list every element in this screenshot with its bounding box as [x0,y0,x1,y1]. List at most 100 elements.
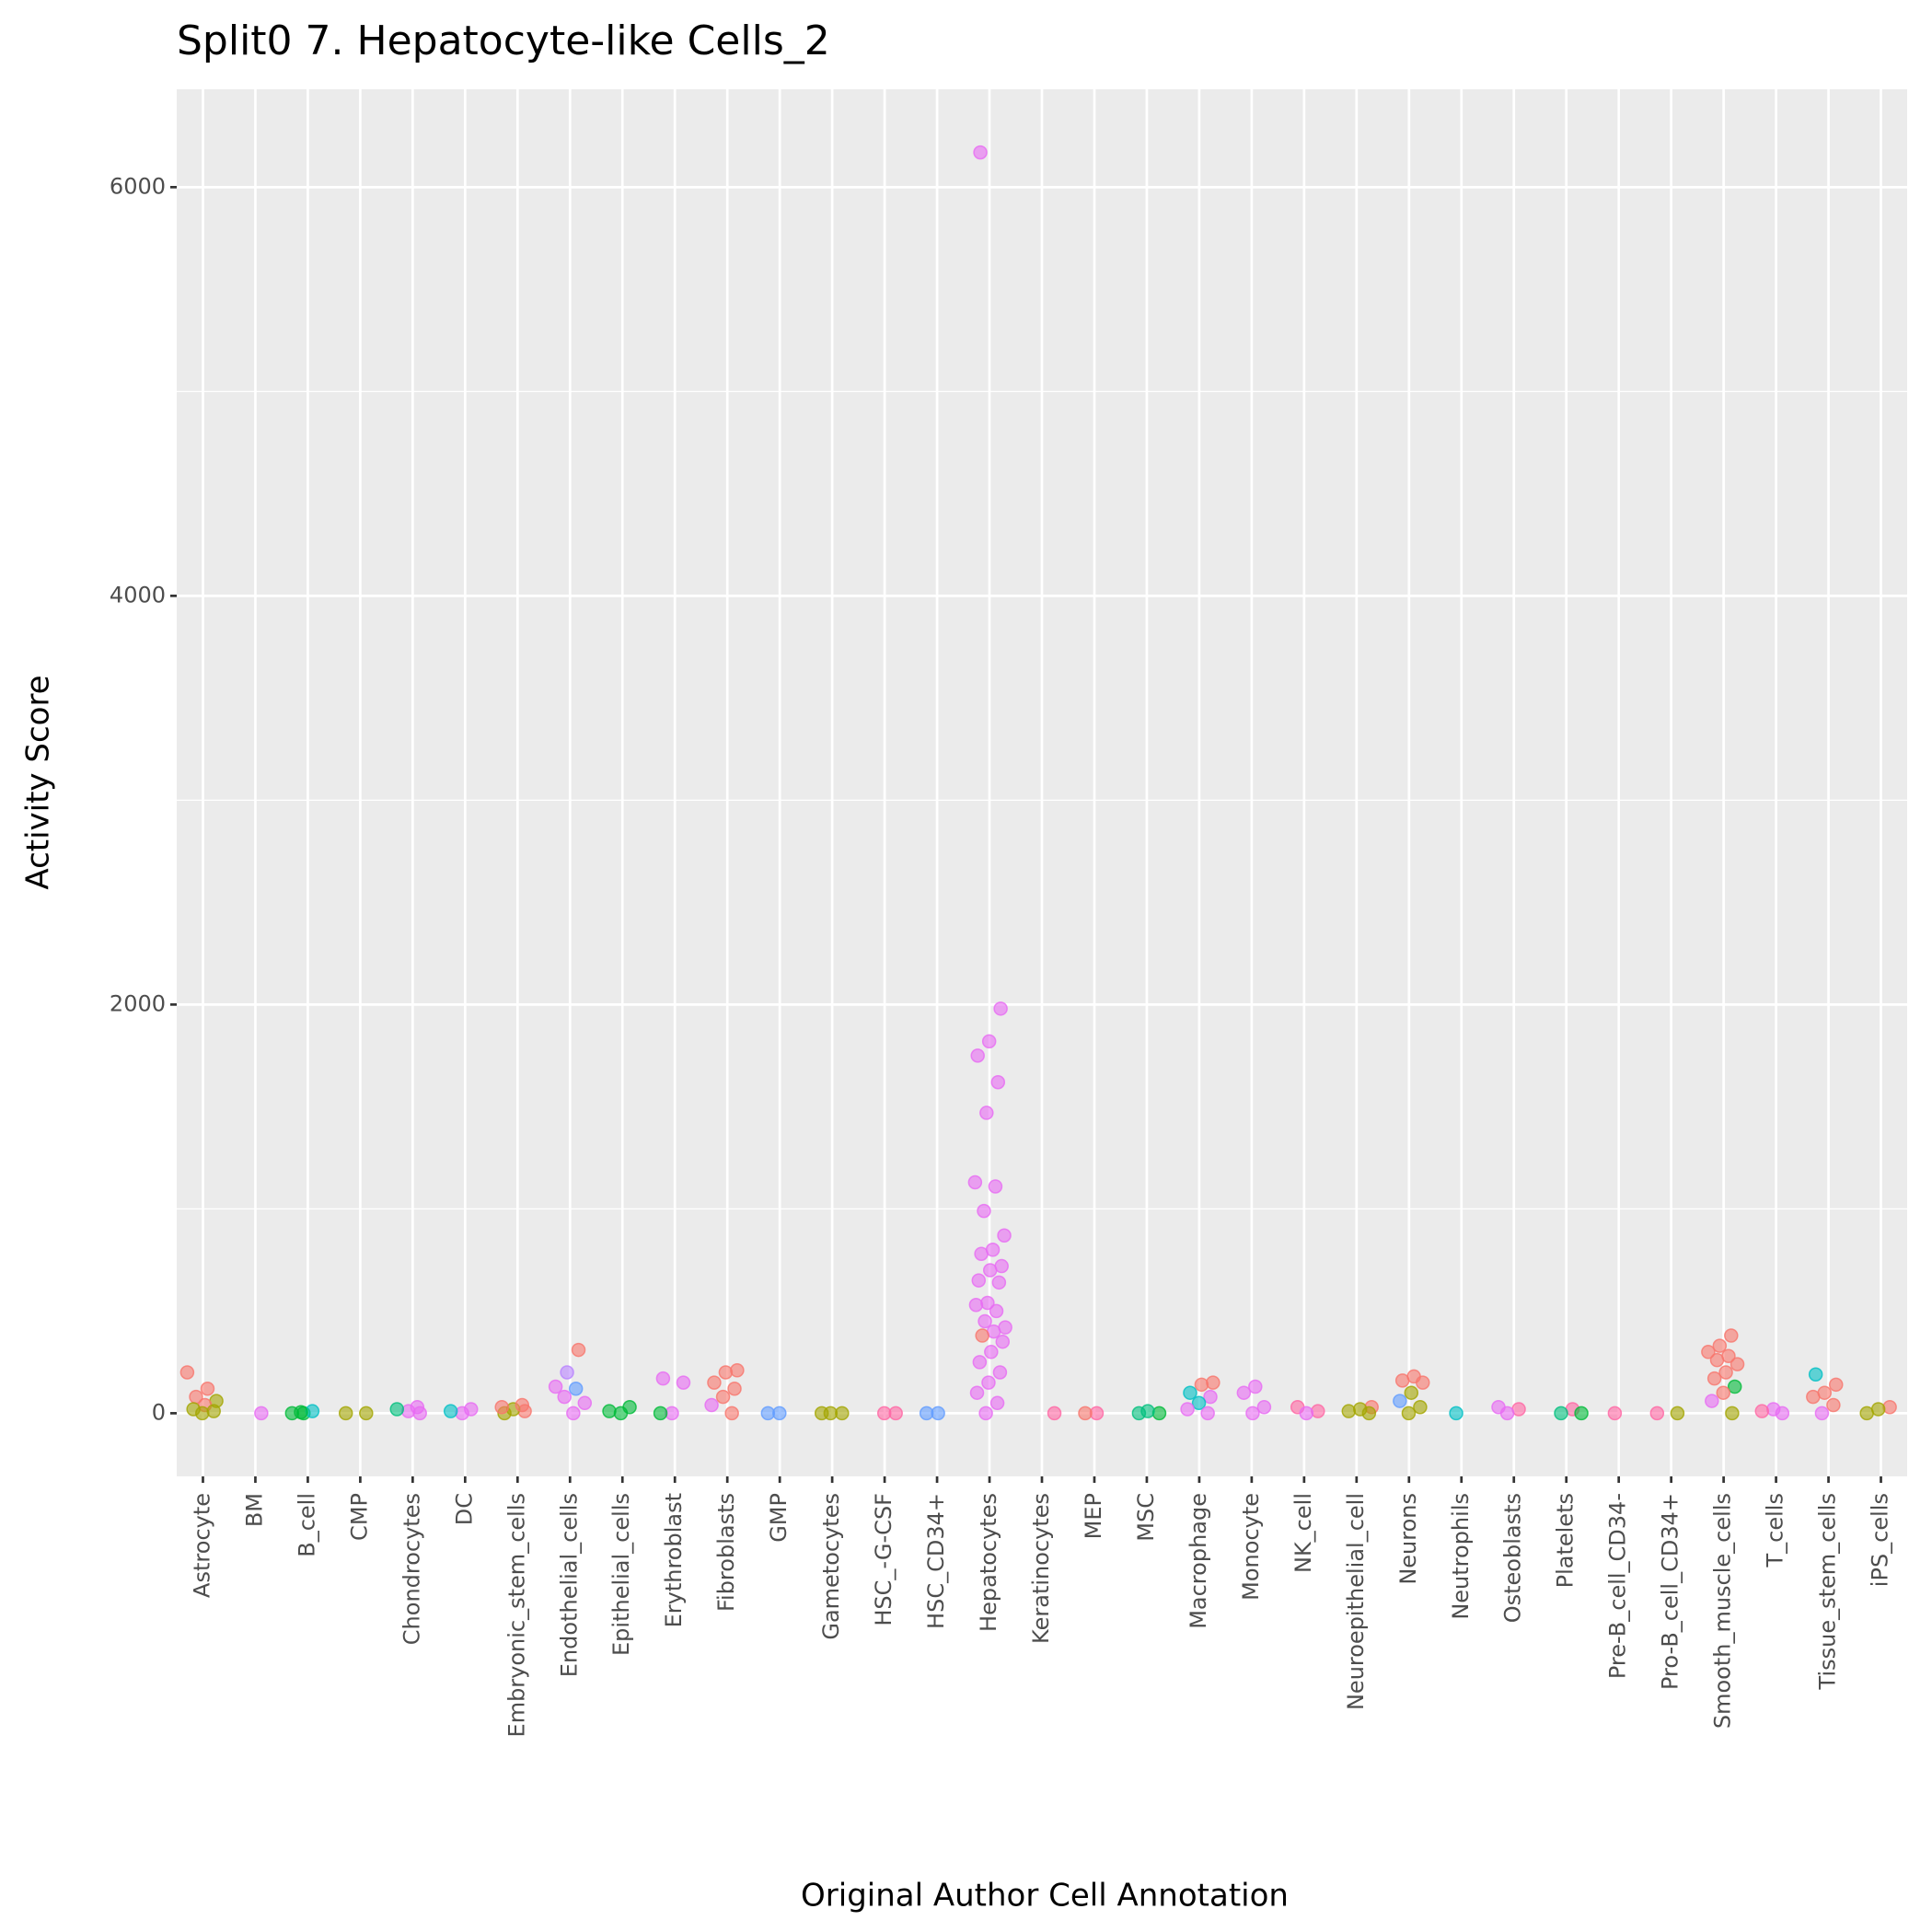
x-tick-label: Tissue_stem_cells [1815,1493,1841,1690]
x-tick-label: Osteoblasts [1500,1493,1526,1623]
point [984,1345,999,1359]
point [1361,1406,1377,1421]
point [982,1263,998,1278]
x-tick-label: Neuroepithelial_cell [1343,1493,1369,1710]
point [200,1382,215,1396]
point [1245,1406,1260,1421]
point [560,1365,574,1380]
point [1649,1406,1665,1421]
x-tick-label: Macrophage [1186,1493,1211,1629]
point [1775,1406,1790,1421]
point [294,1405,308,1420]
point [653,1406,668,1421]
point [1413,1399,1428,1415]
point [1341,1404,1357,1418]
point [1574,1406,1589,1421]
point [973,145,988,160]
point [707,1375,722,1390]
point [571,1342,586,1358]
point [972,1355,988,1370]
point [463,1402,479,1417]
point [1709,1352,1725,1368]
point [568,1382,584,1396]
point [969,1385,985,1400]
point [989,1395,1005,1411]
point [1404,1385,1419,1400]
x-tick-label: Embryonic_stem_cells [503,1493,529,1737]
point [655,1371,671,1386]
point [967,1174,983,1190]
x-tick-label: MEP [1081,1493,1106,1539]
point [1607,1406,1623,1421]
point [971,1273,987,1288]
point [1814,1406,1830,1421]
chart-title: Split0 7. Hepatocyte-like Cells_2 [177,17,830,64]
point [1670,1406,1685,1421]
point [1724,1328,1739,1343]
point [823,1406,839,1421]
point [968,1297,984,1313]
point [981,1034,997,1049]
x-tick-label: Pro-B_cell_CD34+ [1658,1493,1683,1690]
point [1449,1406,1463,1421]
point [1415,1375,1430,1390]
x-tick-label: Astrocyte [189,1493,214,1598]
point [1393,1394,1407,1408]
x-tick-label: GMP [766,1493,792,1543]
point [1203,1389,1218,1405]
point [919,1406,934,1421]
x-tick-label: iPS_cells [1868,1493,1893,1587]
x-tick-label: Erythroblast [661,1493,687,1627]
point [988,1179,1003,1194]
x-tick-label: Fibroblasts [713,1493,739,1612]
point [718,1365,734,1380]
point [1248,1379,1263,1394]
point [676,1375,691,1390]
point [1701,1345,1716,1359]
x-axis-title: Original Author Cell Annotation [801,1878,1289,1915]
point [557,1389,572,1405]
point [715,1389,731,1405]
point [704,1397,719,1413]
point [359,1406,374,1421]
point [760,1406,776,1421]
point [1754,1404,1770,1418]
point [1806,1389,1821,1405]
point [1401,1406,1417,1421]
x-tick-label: Neurons [1395,1493,1421,1585]
point [1200,1406,1215,1421]
point [577,1395,593,1411]
point [410,1399,425,1415]
point [993,1001,1008,1016]
x-tick-label: Chondrocytes [399,1493,424,1645]
x-tick-label: Epithelial_cells [608,1493,634,1656]
x-tick-label: DC [451,1493,477,1525]
point [975,1328,989,1343]
point [1151,1406,1167,1421]
point [1882,1399,1897,1415]
point [978,1313,992,1329]
point [995,1334,1011,1349]
point [1236,1385,1252,1400]
x-tick-label: BM [241,1493,267,1527]
point [1078,1406,1093,1421]
point [1808,1367,1823,1382]
point [989,1303,1004,1319]
point [991,1275,1007,1290]
point [977,1203,991,1219]
point [494,1399,509,1415]
x-tick-label: B_cell [294,1493,319,1557]
point [727,1382,742,1396]
point [1718,1365,1733,1380]
point [1826,1397,1841,1413]
point [974,1246,989,1261]
point [515,1397,530,1413]
x-tick-label: Keratinocytes [1028,1493,1054,1644]
point [1299,1406,1314,1421]
point [1554,1406,1568,1421]
point [1206,1375,1221,1390]
point [1730,1357,1745,1371]
x-tick-label: Gametocytes [818,1493,844,1640]
point [602,1404,617,1418]
